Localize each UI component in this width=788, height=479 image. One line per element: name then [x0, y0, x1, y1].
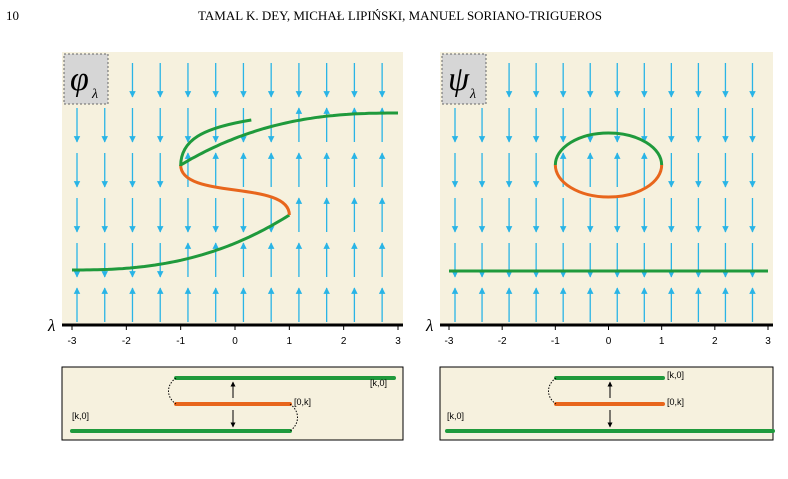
x-tick-label: 0	[232, 336, 238, 347]
page-number: 10	[6, 8, 19, 23]
x-tick-label: 2	[341, 336, 347, 347]
x-tick-label: 1	[287, 336, 293, 347]
x-tick-label: 1	[659, 336, 665, 347]
unstable-branch	[179, 164, 291, 216]
barcode-label: [k,0]	[447, 411, 464, 421]
x-tick-label: -3	[445, 336, 454, 347]
x-tick-label: 3	[765, 336, 771, 347]
barcode-label: [k,0]	[667, 370, 684, 380]
barcode-label: [0,k]	[294, 397, 311, 407]
merge-arc	[548, 377, 557, 405]
panel-symbol: φ	[70, 61, 89, 98]
stable-branch	[72, 213, 291, 272]
merge-arc	[289, 403, 298, 432]
x-tick-label: 0	[606, 336, 612, 347]
x-tick-label: 2	[712, 336, 718, 347]
barcode-label: [k,0]	[72, 411, 89, 421]
merge-arc	[168, 377, 177, 405]
plot-background	[440, 52, 773, 325]
x-tick-label: -1	[176, 336, 185, 347]
axis-label: λ	[425, 316, 433, 335]
symbol-box	[441, 53, 487, 105]
barcode-label: [k,0]	[370, 378, 387, 388]
running-head: TAMAL K. DEY, MICHAŁ LIPIŃSKI, MANUEL SO…	[198, 8, 602, 23]
x-tick-label: 3	[395, 336, 401, 347]
panel-symbol: ψ	[448, 61, 470, 98]
panel-subscript: λ	[469, 87, 476, 102]
x-tick-label: -3	[68, 336, 77, 347]
x-tick-label: -2	[498, 336, 507, 347]
unstable-branch	[553, 164, 664, 199]
stable-branch	[179, 111, 398, 167]
panel-subscript: λ	[91, 87, 98, 102]
stable-branch	[553, 131, 664, 166]
axis-label: λ	[47, 316, 55, 335]
x-tick-label: -2	[122, 336, 131, 347]
stable-branch	[179, 118, 252, 167]
x-tick-label: -1	[551, 336, 560, 347]
symbol-box	[63, 53, 109, 105]
barcode-label: [0,k]	[667, 397, 684, 407]
